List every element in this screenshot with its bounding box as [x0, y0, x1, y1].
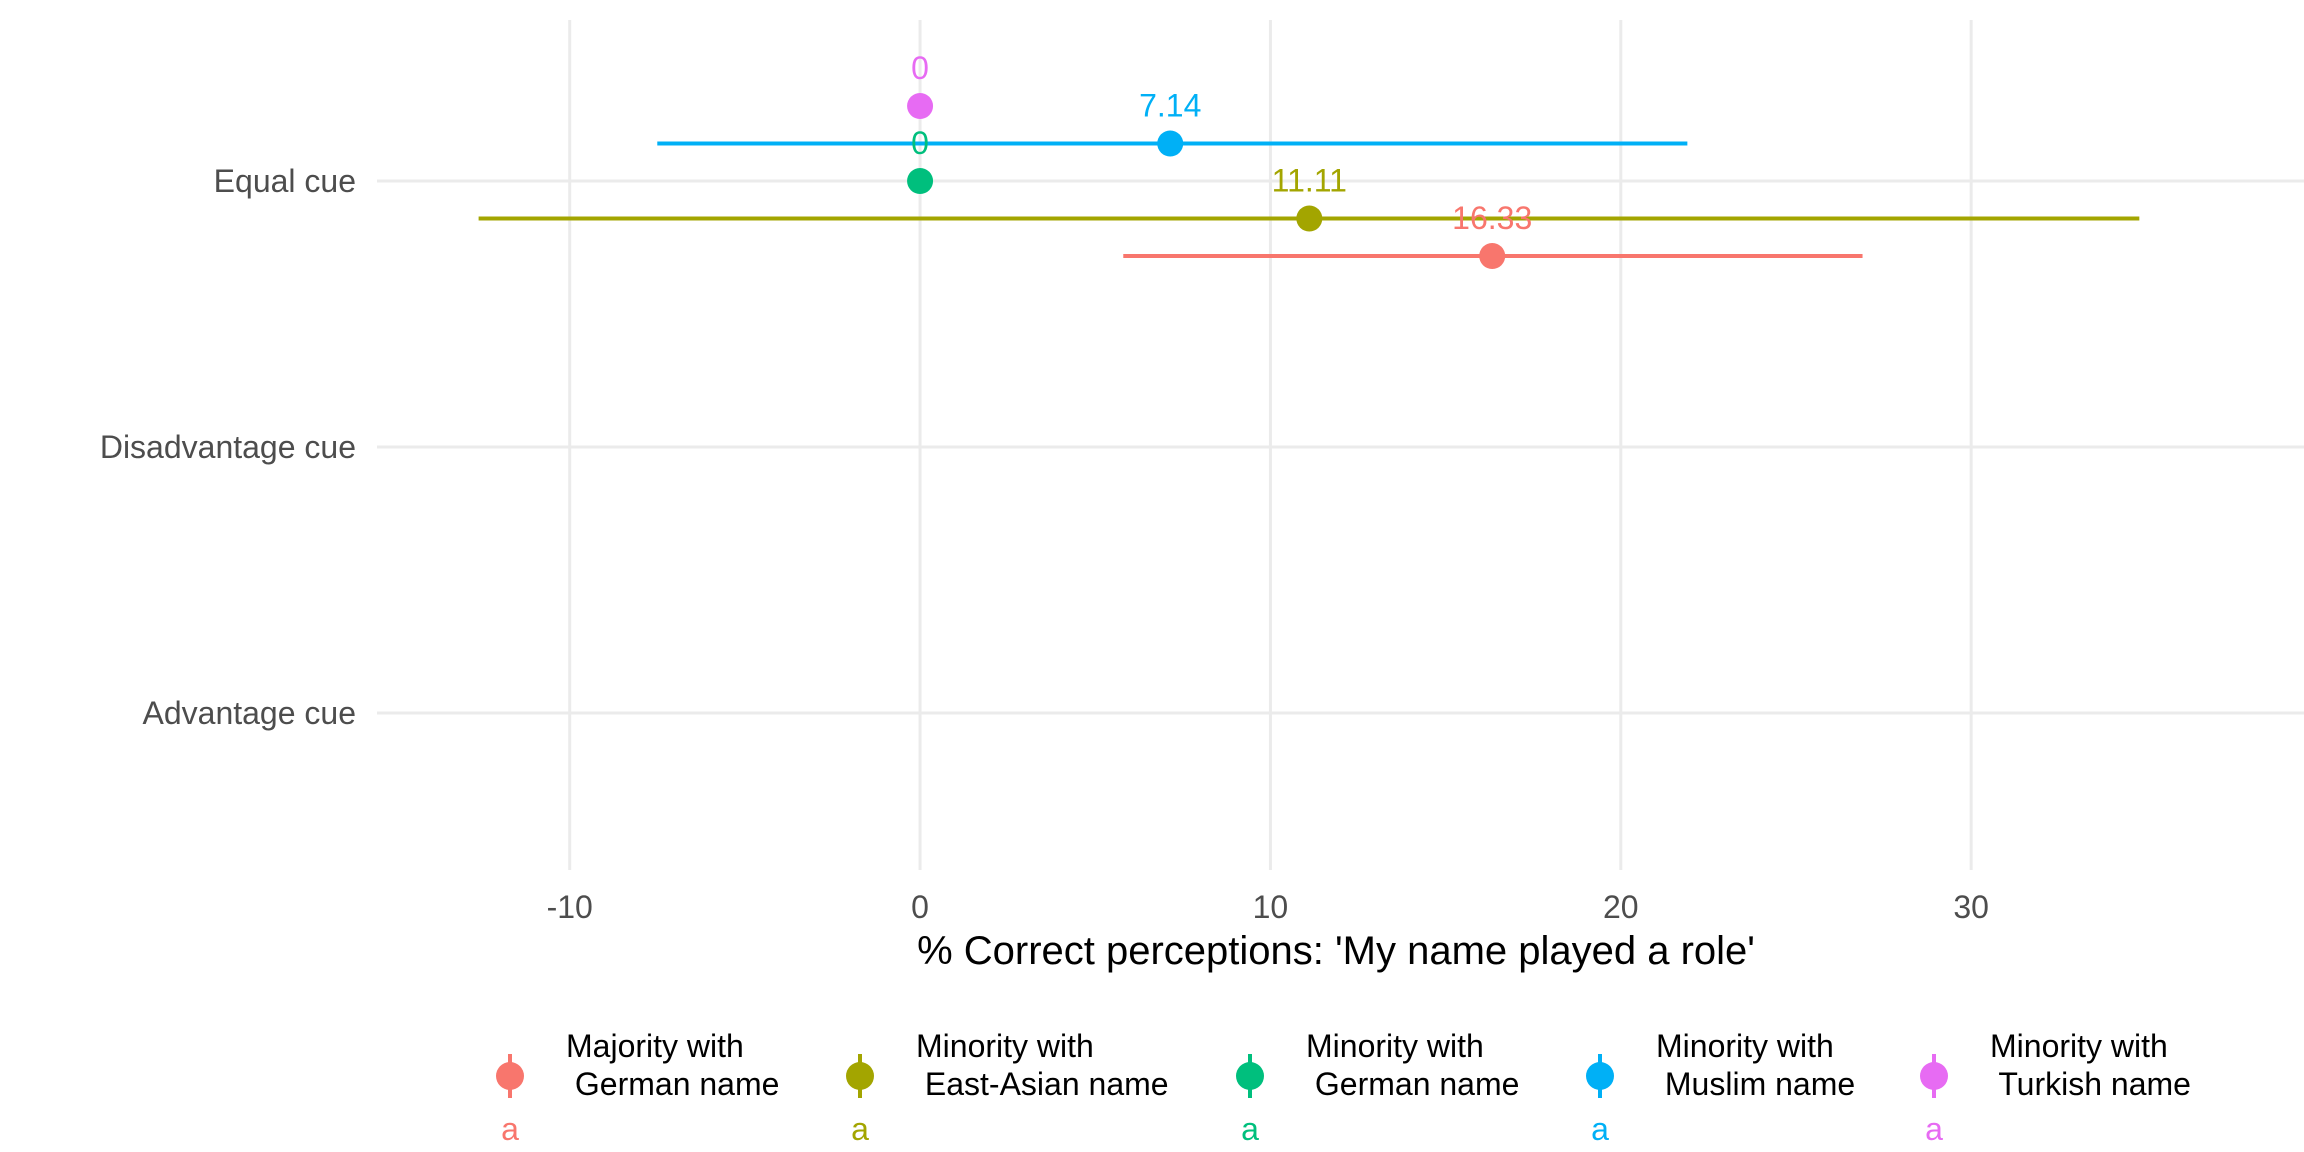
error-bars	[478, 141, 2140, 258]
x-tick-label: -10	[547, 889, 593, 925]
legend-label: Majority with German name	[566, 1028, 779, 1102]
legend-label: Minority with German name	[1306, 1028, 1519, 1102]
data-label: 0	[911, 125, 929, 161]
data-point	[1479, 243, 1506, 269]
data-labels: 16.33 11.11 0 7.14 0	[911, 50, 1532, 236]
data-point	[1296, 205, 1323, 232]
data-label: 11.11	[1272, 163, 1347, 199]
legend-glyph: a	[1241, 1111, 1259, 1147]
y-axis-labels: Equal cue Disadvantage cue Advantage cue	[100, 163, 356, 731]
x-tick-label: 30	[1953, 889, 1989, 925]
x-axis-tick-labels: -10 0 10 20 30	[547, 889, 1989, 925]
data-label: 7.14	[1139, 88, 1201, 124]
legend-label: Minority with Turkish name	[1990, 1028, 2191, 1102]
legend-label: Minority with East-Asian name	[916, 1028, 1169, 1102]
data-point	[907, 168, 934, 194]
legend-item: Minority with Turkish name a	[1920, 1028, 2191, 1147]
y-category-label: Equal cue	[214, 163, 356, 199]
x-tick-label: 10	[1253, 889, 1289, 925]
grid-layer	[377, 20, 2304, 870]
legend-item: Majority with German name a	[496, 1028, 779, 1147]
data-points	[907, 93, 1506, 269]
legend-label: Minority with Muslim name	[1656, 1028, 1855, 1102]
data-label: 0	[911, 50, 929, 86]
legend-key-dot	[1920, 1062, 1948, 1090]
legend-item: Minority with Muslim name a	[1586, 1028, 1855, 1147]
legend-key-dot	[1236, 1062, 1264, 1090]
legend-glyph: a	[851, 1111, 869, 1147]
data-point	[1157, 130, 1184, 157]
x-tick-label: 0	[911, 889, 929, 925]
y-category-label: Disadvantage cue	[100, 429, 356, 465]
legend-glyph: a	[1925, 1111, 1943, 1147]
y-category-label: Advantage cue	[143, 695, 357, 731]
data-point	[907, 93, 934, 119]
legend-key-dot	[1586, 1062, 1614, 1090]
data-label: 16.33	[1452, 200, 1532, 236]
legend-key-dot	[846, 1062, 874, 1090]
legend-item: Minority with East-Asian name a	[846, 1028, 1169, 1147]
legend-glyph: a	[501, 1111, 519, 1147]
x-axis-title: % Correct perceptions: 'My name played a…	[917, 929, 1755, 973]
legend-key-dot	[496, 1062, 524, 1090]
legend-item: Minority with German name a	[1236, 1028, 1519, 1147]
x-tick-label: 20	[1603, 889, 1639, 925]
legend-glyph: a	[1591, 1111, 1609, 1147]
